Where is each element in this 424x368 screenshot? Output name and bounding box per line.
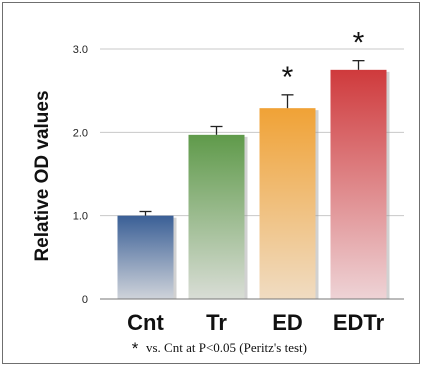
significance-markers: **: [282, 27, 365, 94]
x-tick-label: Cnt: [127, 310, 164, 335]
y-axis-label: Relative OD values: [32, 90, 53, 261]
x-tick-label: Tr: [206, 310, 227, 335]
significance-star: *: [353, 27, 365, 60]
x-tick-labels: Cnt Tr ED EDTr: [127, 310, 384, 335]
bar-cnt: [117, 215, 174, 299]
bar-edtr: [330, 69, 387, 299]
bars: [117, 69, 390, 300]
error-bars: [139, 60, 365, 216]
y-tick-label: 3.0: [73, 44, 88, 56]
footnote-text: vs. Cnt at P<0.05 (Peritz's test): [146, 340, 307, 355]
bar-tr: [188, 134, 245, 299]
x-tick-label: ED: [272, 310, 303, 335]
x-tick-label: EDTr: [333, 310, 385, 335]
y-tick-label: 0: [82, 294, 88, 306]
y-tick-labels: 0 1.0 2.0 3.0: [73, 44, 88, 306]
footnote-marker: *: [132, 339, 139, 358]
y-tick-label: 1.0: [73, 211, 88, 223]
bar-ed: [259, 108, 316, 300]
significance-star: *: [282, 61, 294, 94]
y-tick-label: 2.0: [73, 127, 88, 139]
